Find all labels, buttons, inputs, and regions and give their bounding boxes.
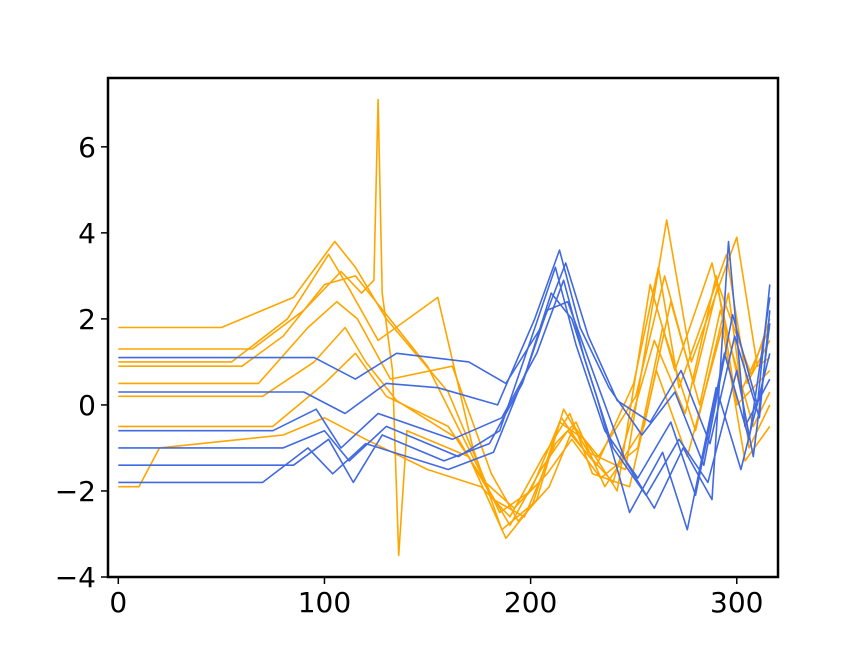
plot-frame	[106, 76, 780, 579]
series-line-blue	[118, 240, 771, 509]
y-tick-label: 4	[78, 217, 96, 250]
y-tick-label: 6	[78, 131, 96, 164]
series-line-blue	[118, 262, 771, 445]
series-line-orange	[118, 326, 771, 518]
x-tick-label: 0	[109, 586, 127, 619]
y-tick-label: −4	[55, 561, 96, 594]
series-line-orange	[118, 275, 771, 522]
series-line-blue	[118, 266, 771, 497]
series-line-orange	[118, 275, 771, 514]
x-tick-label: 200	[504, 586, 557, 619]
series-layer	[118, 98, 771, 557]
series-line-blue	[118, 292, 771, 531]
x-tick-label: 100	[298, 586, 351, 619]
y-tick-label: 2	[78, 303, 96, 336]
series-line-orange	[118, 253, 771, 531]
series-line-blue	[118, 279, 771, 497]
y-tick-label: −2	[55, 475, 96, 508]
axis-layer: 0 100 200 300 −4 −2 0 2 4 6	[55, 131, 764, 619]
series-line-blue	[118, 249, 771, 466]
y-tick-label: 0	[78, 389, 96, 422]
x-tick-label: 300	[710, 586, 763, 619]
series-line-orange	[118, 98, 771, 557]
